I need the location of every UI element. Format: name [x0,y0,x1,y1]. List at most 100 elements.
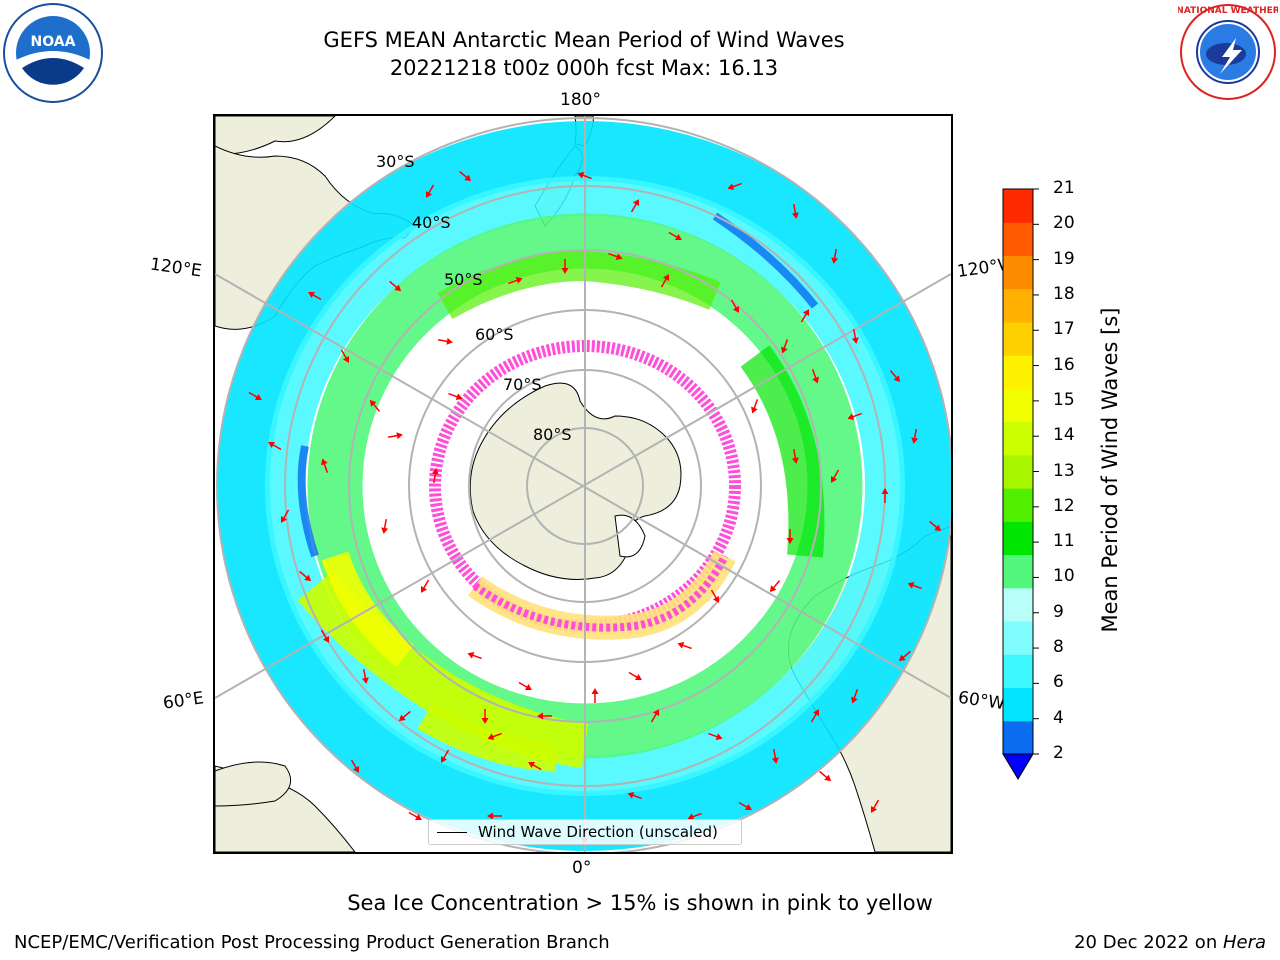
colorbar-band [1003,288,1033,323]
footer-machine: Hera [1222,932,1266,953]
wind-arrow [791,448,799,464]
colorbar-band [1003,687,1033,722]
wind-arrow [268,441,282,451]
colorbar-band [1003,720,1033,755]
wind-arrow [248,391,262,401]
wind-arrow [781,339,789,354]
wind-arrow [627,792,642,800]
wind-arrow [630,199,640,213]
wind-arrow [708,732,723,740]
colorbar-tick-label: 16 [1053,354,1075,375]
legend-label: Wind Wave Direction (unscaled) [478,823,718,841]
colorbar-tick-label: 9 [1053,601,1064,622]
wind-arrow [608,252,623,260]
wind-arrow [308,291,322,301]
wind-arrow [518,681,532,691]
lat-label-40s: 40°S [412,213,451,232]
colorbar-tick-label: 14 [1053,425,1075,446]
wind-wave-arrows [248,170,942,844]
sea-ice-note: Sea Ice Concentration > 15% is shown in … [347,891,933,915]
wind-arrow [677,642,692,650]
wind-arrow [881,488,889,503]
wind-arrow [810,709,820,723]
lon-label-60e: 60°E [161,688,206,714]
wind-arrow [487,812,502,820]
map-legend: Wind Wave Direction (unscaled) [428,819,742,845]
wind-arrow [727,182,742,190]
wind-arrow [561,259,569,274]
wind-arrow [381,518,389,534]
wind-arrow [398,710,411,722]
footer-date: 20 Dec 2022 on Hera [1074,932,1266,953]
wind-arrow [320,629,330,643]
wind-arrow [907,582,922,590]
colorbar-tick-label: 20 [1053,213,1075,234]
colorbar-tick-label: 19 [1053,248,1075,269]
wind-arrow [660,274,670,288]
wind-arrow [537,712,552,720]
wind-arrow [508,277,523,285]
wind-arrow [800,309,810,323]
lat-label-50s: 50°S [444,270,483,289]
svg-text:NATIONAL WEATHER: NATIONAL WEATHER [1178,6,1278,16]
colorbar-band [1003,388,1033,423]
wind-arrow [831,248,839,264]
wind-arrow [321,458,329,473]
wind-arrow [467,652,482,660]
colorbar-tick-label: 12 [1053,495,1075,516]
wind-arrow [408,811,422,821]
colorbar [1002,188,1039,780]
colorbar-band [1003,554,1033,589]
wind-arrow [668,231,682,241]
chart-title: GEFS MEAN Antarctic Mean Period of Wind … [323,28,845,52]
wind-arrow [577,172,592,180]
graticule [215,116,951,852]
colorbar-tick-label: 13 [1053,460,1075,481]
wind-arrow [481,709,489,724]
wind-arrow [687,812,702,820]
wind-arrow [487,732,502,740]
wind-arrow [851,328,859,344]
wind-arrow [851,689,859,704]
wind-arrow [819,770,832,782]
wind-arrow [459,170,472,182]
nws-logo: NATIONAL WEATHER [1176,2,1280,102]
wind-arrow [448,392,463,400]
footer-date-text: 20 Dec 2022 on [1074,932,1223,953]
colorbar-band [1003,488,1033,522]
colorbar-extend-arrow [1002,753,1034,780]
lon-label-180: 180° [560,90,601,110]
colorbar-band [1003,654,1033,689]
colorbar-band [1003,189,1033,223]
wind-arrow [889,370,901,383]
noaa-logo: NOAA [2,2,104,104]
wind-arrow [425,184,435,198]
colorbar-band [1003,454,1033,489]
colorbar-tick-label: 6 [1053,672,1064,693]
wind-arrow [929,520,942,532]
chart-subtitle: 20221218 t00z 000h fcst Max: 16.13 [389,56,779,80]
wind-arrow [786,529,794,544]
colorbar-band [1003,255,1033,290]
wind-arrow [738,801,752,811]
wind-arrow [898,650,911,662]
wind-arrow [870,799,880,813]
wind-arrow [591,688,599,703]
colorbar-band [1003,521,1033,556]
colorbar-band [1003,621,1033,655]
colorbar-tick-label: 8 [1053,637,1064,658]
wind-arrow [751,399,759,414]
colorbar-tick-label: 18 [1053,283,1075,304]
wind-arrow [628,671,642,681]
lon-label-0: 0° [572,858,592,878]
wind-arrow [771,748,779,764]
lat-label-60s: 60°S [475,325,514,344]
wind-arrow [431,468,439,484]
wind-arrow [299,570,312,582]
wind-arrow [710,589,720,603]
polar-map [213,114,953,854]
wind-arrow [847,412,862,420]
wind-arrow [280,509,290,523]
legend-line-sample [437,832,467,833]
colorbar-band [1003,222,1033,256]
